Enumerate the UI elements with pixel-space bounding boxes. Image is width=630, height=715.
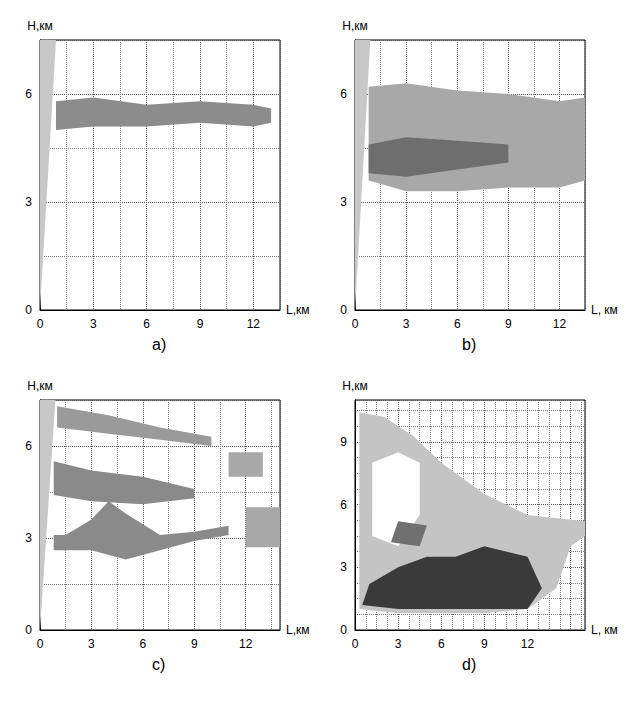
svg-text:0: 0 [25,303,32,317]
svg-text:9: 9 [481,637,488,651]
svg-text:3: 3 [395,637,402,651]
svg-text:0: 0 [352,317,359,331]
svg-text:6: 6 [438,637,445,651]
svg-text:c): c) [152,656,165,673]
svg-text:0: 0 [37,317,44,331]
svg-text:b): b) [462,336,476,353]
svg-text:0: 0 [37,637,44,651]
svg-text:L,км: L,км [286,303,310,317]
svg-text:9: 9 [191,637,198,651]
svg-text:H,км: H,км [27,379,53,393]
svg-text:0: 0 [340,303,347,317]
svg-text:6: 6 [143,317,150,331]
svg-text:H,км: H,км [342,379,368,393]
svg-text:3: 3 [25,195,32,209]
svg-text:3: 3 [90,317,97,331]
svg-text:H,км: H,км [27,19,53,33]
svg-text:9: 9 [505,317,512,331]
svg-text:a): a) [152,336,166,353]
svg-text:6: 6 [25,87,32,101]
svg-text:6: 6 [140,637,147,651]
svg-text:9: 9 [197,317,204,331]
svg-text:6: 6 [25,439,32,453]
svg-text:3: 3 [25,531,32,545]
svg-text:9: 9 [340,435,347,449]
svg-text:0: 0 [25,623,32,637]
svg-text:3: 3 [88,637,95,651]
svg-text:L, км: L, км [591,303,618,317]
svg-text:6: 6 [340,87,347,101]
svg-text:6: 6 [454,317,461,331]
svg-text:H,км: H,км [342,19,368,33]
svg-text:0: 0 [340,623,347,637]
svg-text:12: 12 [521,637,535,651]
svg-text:L, км: L, км [591,623,618,637]
svg-text:3: 3 [340,560,347,574]
svg-text:3: 3 [403,317,410,331]
svg-text:0: 0 [352,637,359,651]
svg-text:12: 12 [239,637,253,651]
svg-text:3: 3 [340,195,347,209]
svg-text:d): d) [462,656,476,673]
svg-text:6: 6 [340,498,347,512]
svg-text:L,км: L,км [286,623,310,637]
svg-text:12: 12 [553,317,567,331]
svg-text:12: 12 [247,317,261,331]
